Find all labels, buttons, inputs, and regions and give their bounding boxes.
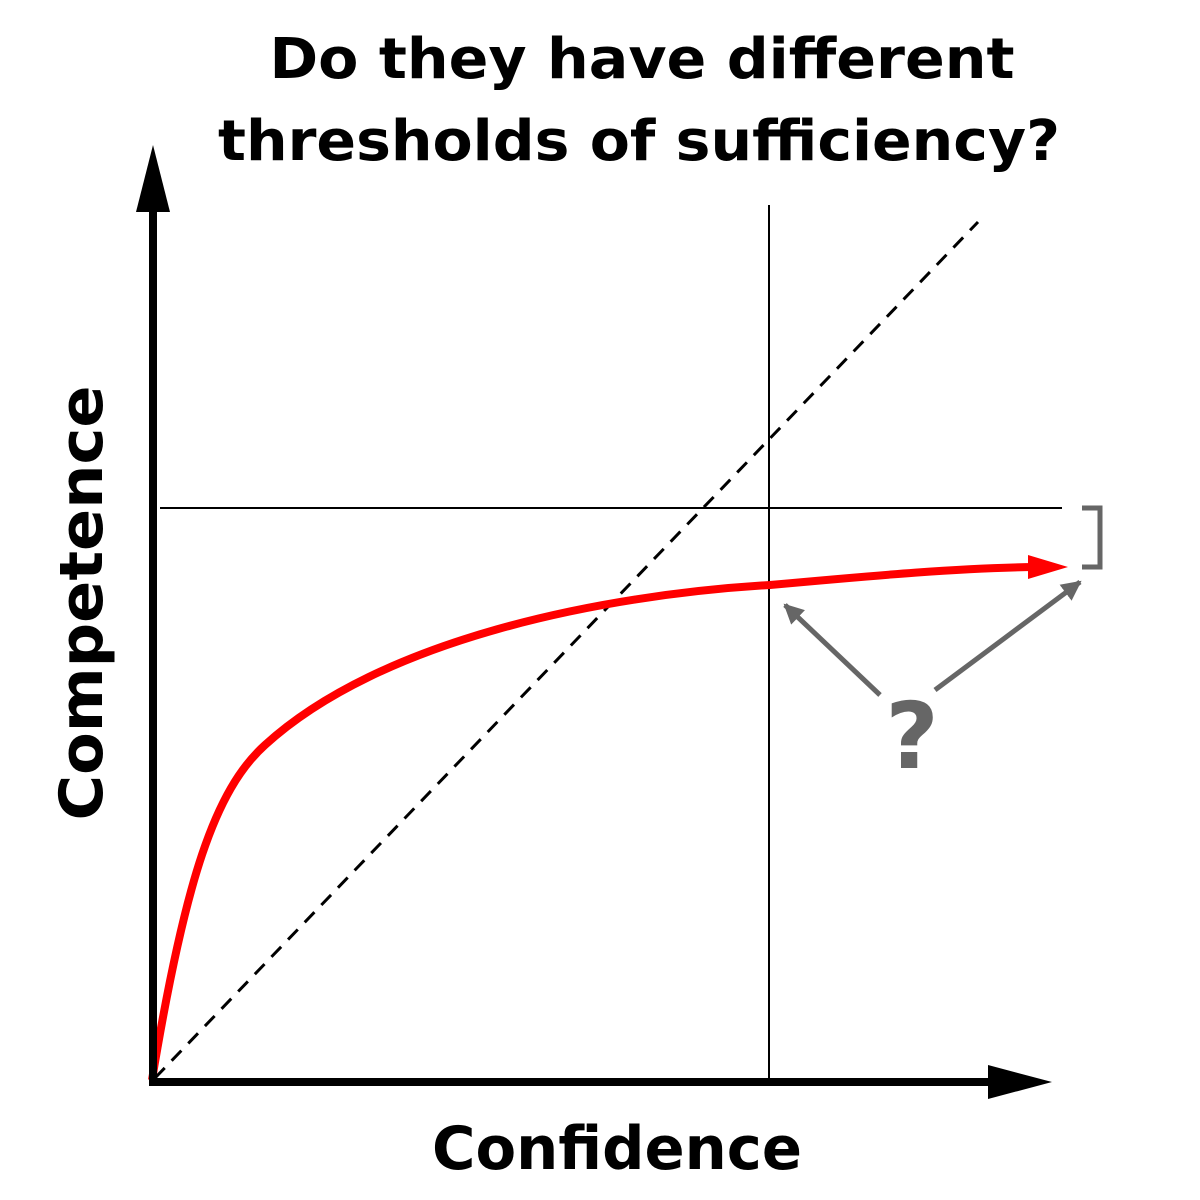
pointer-arrow xyxy=(783,603,882,697)
pointer-arrow xyxy=(933,579,1082,693)
x-axis-label: Confidence xyxy=(432,1114,802,1184)
x-axis-arrowhead xyxy=(988,1065,1052,1099)
bracket xyxy=(1082,505,1103,570)
curve xyxy=(148,563,1036,1081)
y-axis-arrowhead xyxy=(136,145,170,212)
question-mark: ? xyxy=(885,683,938,790)
curve-arrowhead xyxy=(1028,555,1068,579)
title-line: thresholds of sufficiency? xyxy=(218,109,1060,174)
title-line: Do they have different xyxy=(270,27,1015,92)
diagonal-line xyxy=(153,220,980,1080)
y-axis-label: Competence xyxy=(47,386,117,821)
